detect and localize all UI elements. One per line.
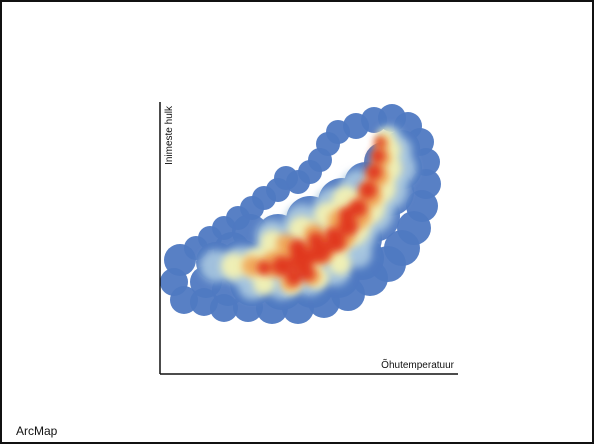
high-density-blob [359, 181, 377, 199]
high-density-blob [375, 137, 385, 147]
high-density-layer [257, 137, 385, 286]
y-axis-label: Inimeste hulk [164, 105, 175, 165]
high-density-blob [286, 270, 302, 286]
high-density-blob [272, 256, 292, 276]
mid-density-blob [221, 253, 247, 279]
x-axis-label: Õhutemperatuur [381, 358, 454, 371]
high-density-blob [349, 199, 367, 217]
high-density-blob [338, 216, 358, 236]
high-density-blob [308, 232, 324, 248]
app-name-label: ArcMap [16, 424, 58, 438]
high-density-blob [366, 164, 382, 180]
high-density-blob [371, 149, 385, 163]
mid-density-blob [253, 273, 275, 295]
high-density-blob [339, 207, 353, 221]
high-density-blob [289, 239, 307, 257]
mid-density-blob [329, 253, 351, 275]
high-density-blob [301, 267, 315, 281]
heatmap-layer [160, 104, 441, 324]
high-density-blob [257, 261, 271, 275]
mid-low-density-blob [344, 240, 372, 268]
high-density-blob [325, 227, 339, 241]
mid-high-density-blob [242, 256, 262, 276]
